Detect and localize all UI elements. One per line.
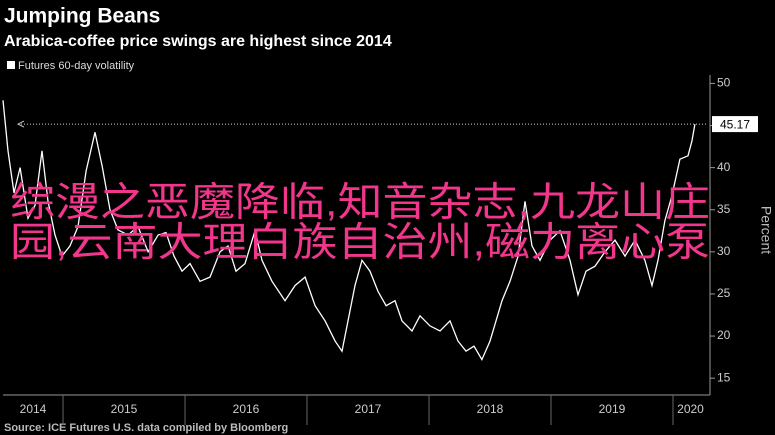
y-tick-label: 25 [717, 286, 731, 300]
y-tick-label: 50 [717, 76, 731, 90]
y-tick-label: 15 [717, 370, 731, 384]
x-tick-label: 2019 [599, 402, 626, 416]
value-box [712, 116, 758, 133]
overlay-text: 园,云南大理白族自治州,磁力离心泵 [10, 221, 710, 265]
y-tick-label: 35 [717, 202, 731, 216]
overlay-text: 综漫之恶魔降临,知音杂志,九龙山庄 [10, 181, 710, 225]
legend-label: Futures 60-day volatility [18, 60, 135, 72]
x-tick-label: 2014 [20, 402, 47, 416]
chart-subtitle: Arabica-coffee price swings are highest … [4, 33, 392, 50]
y-tick-label: 30 [717, 244, 731, 258]
y-axis-label: Percent [758, 206, 774, 254]
x-tick-label: 2018 [477, 402, 504, 416]
x-tick-label: 2017 [355, 402, 382, 416]
x-tick-label: 2015 [111, 402, 138, 416]
y-tick-label: 20 [717, 328, 731, 342]
x-tick-label: 2020 [677, 402, 704, 416]
chart-title: Jumping Beans [4, 5, 160, 28]
legend-swatch [7, 61, 15, 69]
y-tick-label: 40 [717, 160, 731, 174]
reference-arrow [16, 120, 25, 128]
x-tick-label: 2016 [233, 402, 260, 416]
value-label: 45.17 [720, 117, 750, 131]
source: Source: ICE Futures U.S. data compiled b… [4, 422, 288, 434]
series-line [2, 100, 696, 362]
